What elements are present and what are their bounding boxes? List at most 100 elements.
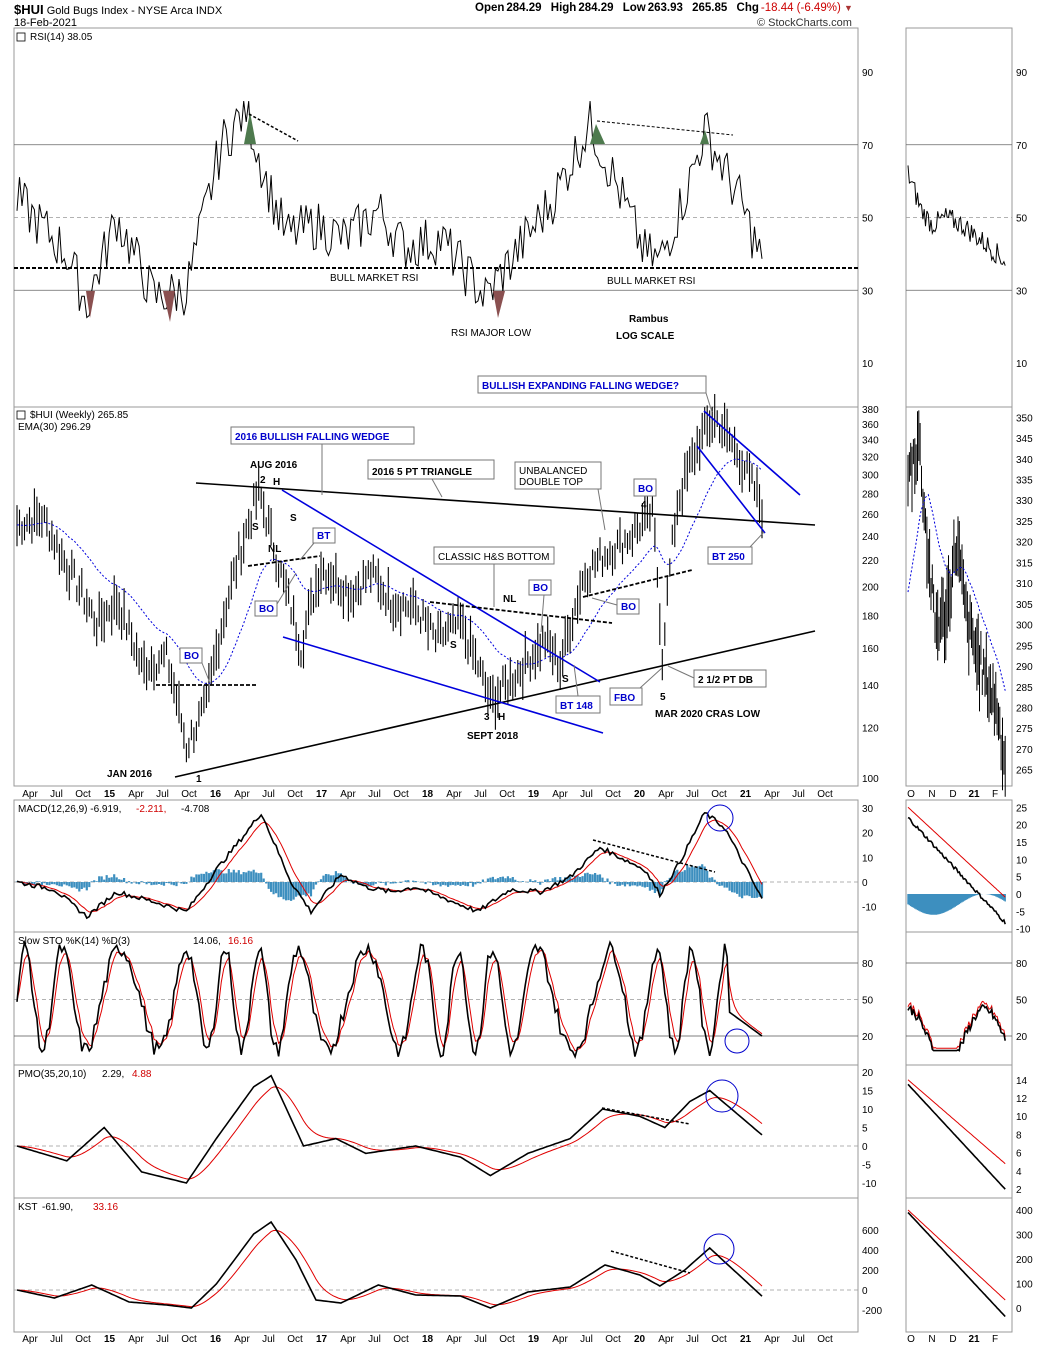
bo-2016-box	[254, 600, 278, 617]
x-tick-30: Oct	[817, 1334, 833, 1345]
bull-rsi-note-2: BULL MARKET RSI	[607, 276, 695, 287]
x-tick-5: Jul	[156, 1334, 169, 1345]
wedge-2016-note: 2016 BULLISH FALLING WEDGE	[235, 432, 390, 443]
nl-label-hs: NL	[503, 594, 516, 605]
x-tick-2: Oct	[75, 789, 91, 800]
ptr-db	[667, 665, 695, 679]
side-x-tick-2: D	[949, 1334, 956, 1345]
x-tick-21: Jul	[580, 1334, 593, 1345]
side-price-tick-325: 325	[1016, 517, 1033, 528]
side-macd-tick--5: -5	[1016, 907, 1025, 918]
db-note: 2 1/2 PT DB	[698, 675, 753, 686]
side-rsi-tick-30: 30	[1016, 286, 1028, 297]
expanding-wedge-top	[703, 410, 801, 496]
pmo-label-a: PMO(35,20,10)	[18, 1069, 86, 1080]
x-tick-0: Apr	[22, 1334, 38, 1345]
sto-tick-20: 20	[862, 1032, 874, 1043]
chg-value: -18.44 (-6.49%)	[760, 2, 841, 14]
wedge-2016-bottom	[282, 636, 604, 734]
rsi-divergence-2016	[248, 113, 299, 142]
kst-line	[16, 1220, 763, 1309]
x-tick-13: Jul	[368, 789, 381, 800]
h-label-2016: H	[273, 477, 280, 488]
mar2020-note: MAR 2020 CRAS LOW	[655, 709, 761, 720]
side-x-tick-3: 21	[968, 1334, 980, 1345]
x-tick-11: 17	[316, 1334, 328, 1345]
sto-circle	[724, 1028, 750, 1054]
side-macd-line	[907, 816, 1006, 925]
rsi-ob-fill-2020	[590, 124, 605, 144]
s-label-1: S	[252, 522, 259, 533]
side-x-tick-2: D	[949, 789, 956, 800]
bo-2019-box	[528, 579, 552, 596]
x-tick-26: Oct	[711, 1334, 727, 1345]
pmo-circle	[705, 1079, 739, 1113]
side-rsi-tick-10: 10	[1016, 359, 1028, 370]
x-tick-10: Oct	[287, 789, 303, 800]
side-pmo-tick-2: 2	[1016, 1185, 1022, 1196]
x-tick-21: Jul	[580, 789, 593, 800]
unbalanced-note-2: DOUBLE TOP	[519, 477, 583, 488]
panel-frame-macd	[13, 799, 859, 933]
kst-tick-0: 0	[862, 1286, 868, 1297]
x-tick-8: Apr	[234, 1334, 250, 1345]
sto-label-b: 14.06,	[193, 936, 221, 947]
x-tick-19: 19	[528, 789, 540, 800]
kst-divergence	[610, 1250, 691, 1274]
sept2018-note: SEPT 2018	[467, 731, 519, 742]
side-pmo-tick-10: 10	[1016, 1112, 1028, 1123]
classic-hs-note: CLASSIC H&S BOTTOM	[438, 552, 550, 563]
side-pmo-tick-4: 4	[1016, 1167, 1022, 1178]
side-price-tick-330: 330	[1016, 496, 1033, 507]
x-tick-15: 18	[422, 1334, 434, 1345]
x-tick-10: Oct	[287, 1334, 303, 1345]
x-tick-7: 16	[210, 789, 222, 800]
macd-tick-30: 30	[862, 804, 874, 815]
side-frame-pmo	[905, 1064, 1013, 1199]
x-tick-3: 15	[104, 789, 116, 800]
side-macd-histogram	[907, 894, 1006, 915]
pmo-label-b: 2.29,	[102, 1069, 124, 1080]
macd-label-a: MACD(12,26,9) -6.919,	[18, 804, 121, 815]
side-macd-tick-15: 15	[1016, 838, 1028, 849]
side-kst-tick-400: 400	[1016, 1206, 1033, 1217]
bt148-note-box	[555, 695, 601, 714]
price-label: $HUI (Weekly) 265.85	[30, 410, 129, 421]
x-tick-4: Apr	[128, 1334, 144, 1345]
triangle-note-box	[367, 459, 495, 480]
close-value: 265.85	[692, 2, 728, 14]
s-label-2: S	[290, 513, 297, 524]
price-tick-380: 380	[862, 405, 879, 416]
side-macd-tick-20: 20	[1016, 821, 1028, 832]
menu-caret-icon[interactable]: ▼	[843, 3, 853, 13]
side-pmo-tick-12: 12	[1016, 1094, 1028, 1105]
side-macd-signal	[907, 806, 1006, 898]
low-value: 263.93	[647, 2, 683, 14]
wedge-2016-note-box	[230, 426, 415, 445]
x-tick-28: Apr	[764, 1334, 780, 1345]
macd-tick-20: 20	[862, 829, 874, 840]
nl-label-2016: NL	[268, 544, 281, 555]
x-tick-12: Apr	[340, 789, 356, 800]
pmo-tick--5: -5	[862, 1161, 871, 1172]
side-kst-tick-200: 200	[1016, 1255, 1033, 1266]
x-tick-17: Jul	[474, 1334, 487, 1345]
rsi-tick-70: 70	[862, 141, 874, 152]
side-rsi-line	[907, 165, 1006, 266]
side-macd-tick-0: 0	[1016, 890, 1022, 901]
side-price-tick-315: 315	[1016, 558, 1033, 569]
side-frame-price	[905, 406, 1013, 787]
x-tick-23: 20	[634, 789, 646, 800]
side-price-tick-285: 285	[1016, 683, 1033, 694]
side-frame-sto	[905, 931, 1013, 1066]
rsi-os-fill-2018	[493, 291, 505, 318]
side-price-tick-280: 280	[1016, 704, 1033, 715]
db-note-box	[693, 669, 767, 688]
bo-2015: BO	[184, 651, 199, 662]
grid-lines	[14, 144, 1012, 1291]
side-price-tick-270: 270	[1016, 745, 1033, 756]
ptr-bt	[299, 542, 315, 561]
rsi-ob-fill-2020b	[700, 130, 709, 144]
macd-tick-0: 0	[862, 878, 868, 889]
panel-frame-price	[13, 406, 859, 787]
